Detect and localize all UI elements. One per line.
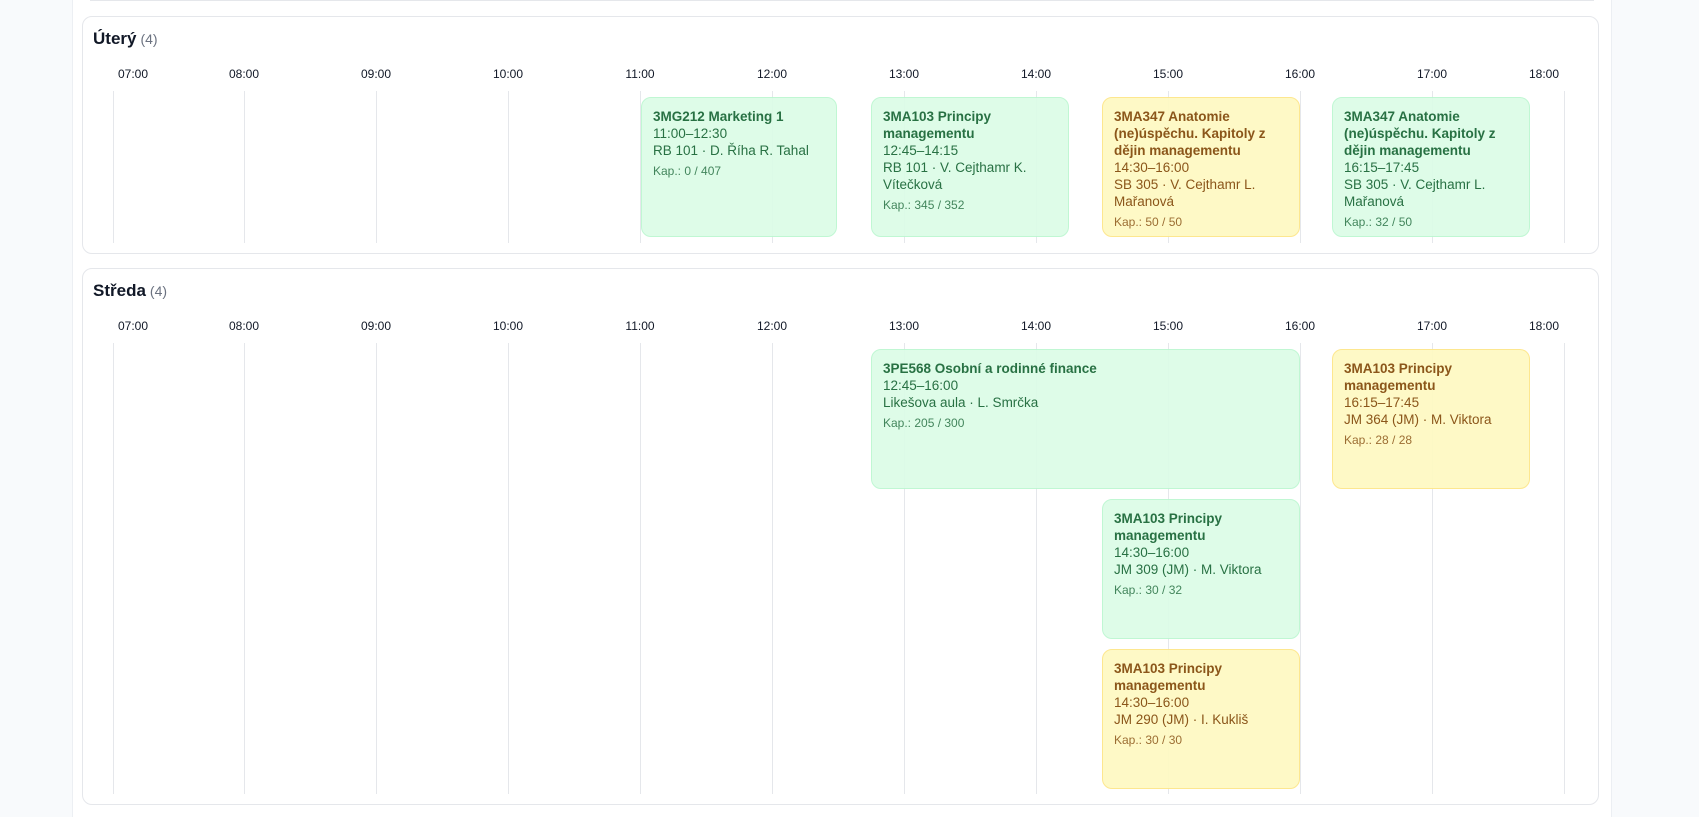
- time-label: 09:00: [360, 67, 392, 81]
- event-capacity: Kap.: 32 / 50: [1344, 215, 1413, 229]
- event-capacity: Kap.: 205 / 300: [883, 416, 965, 430]
- event-time: 12:45–14:15: [883, 143, 959, 158]
- event-location: RB 101 · V. Cejthamr K. Vítečková: [883, 160, 1027, 192]
- event-title: 3MA103 Principy managementu: [1114, 661, 1223, 693]
- event-title: 3MA103 Principy managementu: [883, 109, 992, 141]
- event-card[interactable]: 3MA347 Anatomie (ne)úspěchu. Kapitoly z …: [1332, 97, 1530, 237]
- hour-grid-line: [244, 343, 245, 794]
- event-location: SB 305 · V. Cejthamr L. Mařanová: [1344, 177, 1486, 209]
- hour-grid-line: [904, 343, 905, 794]
- hour-grid-line: [244, 91, 245, 243]
- time-label: 09:00: [360, 319, 392, 333]
- event-title: 3MA347 Anatomie (ne)úspěchu. Kapitoly z …: [1114, 109, 1266, 158]
- event-time: 14:30–16:00: [1114, 545, 1190, 560]
- day-name: Středa: [93, 281, 146, 300]
- day-section-streda: Středa (4) 07:00 08:00 09:00 10:00 11:00 12:00…: [82, 268, 1599, 805]
- day-count: (4): [149, 283, 168, 299]
- event-time: 11:00–12:30: [653, 126, 728, 141]
- event-card[interactable]: 3PE568 Osobní a rodinné finance 12:45–16…: [871, 349, 1300, 489]
- hour-grid-line: [772, 343, 773, 794]
- event-capacity: Kap.: 28 / 28: [1344, 433, 1413, 447]
- event-capacity: Kap.: 0 / 407: [653, 164, 722, 178]
- hour-grid-line: [640, 91, 641, 243]
- time-label: 13:00: [888, 67, 920, 81]
- time-label: 16:00: [1284, 67, 1316, 81]
- event-title: 3MA103 Principy managementu: [1344, 361, 1453, 393]
- event-card[interactable]: 3MA103 Principy managementu 12:45–14:15 …: [871, 97, 1069, 237]
- event-location: SB 305 · V. Cejthamr L. Mařanová: [1114, 177, 1256, 209]
- time-label: 12:00: [756, 67, 788, 81]
- event-capacity: Kap.: 30 / 32: [1114, 583, 1183, 597]
- day-name: Úterý: [93, 29, 137, 48]
- event-card[interactable]: 3MG212 Marketing 1 11:00–12:30 RB 101 · …: [641, 97, 837, 237]
- time-label: 10:00: [492, 319, 524, 333]
- event-location: Likešova aula · L. Smrčka: [883, 395, 1039, 410]
- time-label: 07:00: [117, 319, 149, 333]
- event-capacity: Kap.: 50 / 50: [1114, 215, 1183, 229]
- event-capacity: Kap.: 345 / 352: [883, 198, 965, 212]
- event-location: JM 309 (JM) · M. Viktora: [1114, 562, 1262, 577]
- time-label: 13:00: [888, 319, 920, 333]
- event-time: 12:45–16:00: [883, 378, 959, 393]
- time-label: 15:00: [1152, 67, 1184, 81]
- divider: [90, 0, 1594, 1]
- time-label: 14:00: [1020, 67, 1052, 81]
- time-label: 17:00: [1416, 67, 1448, 81]
- event-title: 3MG212 Marketing 1: [653, 109, 784, 124]
- hour-grid-line: [508, 343, 509, 794]
- hour-grid-line: [1564, 91, 1565, 243]
- event-location: JM 290 (JM) · I. Kukliš: [1114, 712, 1249, 727]
- event-card[interactable]: 3MA103 Principy managementu 14:30–16:00 …: [1102, 499, 1300, 639]
- event-location: JM 364 (JM) · M. Viktora: [1344, 412, 1492, 427]
- day-section-utery: Úterý (4) 07:00 08:00 09:00 10:00 11:00 12:00 1…: [82, 16, 1599, 254]
- hour-grid-line: [376, 91, 377, 243]
- event-time: 16:15–17:45: [1344, 395, 1420, 410]
- event-time: 16:15–17:45: [1344, 160, 1420, 175]
- event-card[interactable]: 3MA347 Anatomie (ne)úspěchu. Kapitoly z …: [1102, 97, 1300, 237]
- event-time: 14:30–16:00: [1114, 160, 1190, 175]
- time-label: 08:00: [228, 319, 260, 333]
- event-card[interactable]: 3MA103 Principy managementu 16:15–17:45 …: [1332, 349, 1530, 489]
- hour-grid-line: [1300, 91, 1301, 243]
- hour-grid-line: [1564, 343, 1565, 794]
- time-label: 14:00: [1020, 319, 1052, 333]
- time-label: 11:00: [625, 67, 655, 81]
- time-label: 18:00: [1528, 67, 1560, 81]
- time-label: 15:00: [1152, 319, 1184, 333]
- hour-grid-line: [1432, 343, 1433, 794]
- day-count: (4): [140, 31, 158, 47]
- hour-grid-line: [508, 91, 509, 243]
- time-label: 08:00: [228, 67, 260, 81]
- hour-grid-line: [1300, 343, 1301, 794]
- event-card[interactable]: 3MA103 Principy managementu 14:30–16:00 …: [1102, 649, 1300, 789]
- day-title: Úterý (4): [93, 29, 158, 49]
- time-label: 10:00: [492, 67, 524, 81]
- hour-grid-line: [640, 343, 641, 794]
- event-capacity: Kap.: 30 / 30: [1114, 733, 1183, 747]
- hour-grid-line: [376, 343, 377, 794]
- hour-grid-line: [113, 91, 114, 243]
- event-title: 3MA347 Anatomie (ne)úspěchu. Kapitoly z …: [1344, 109, 1496, 158]
- time-label: 18:00: [1528, 319, 1560, 333]
- event-time: 14:30–16:00: [1114, 695, 1190, 710]
- time-label: 17:00: [1416, 319, 1448, 333]
- time-label: 16:00: [1284, 319, 1316, 333]
- time-label: 07:00: [117, 67, 149, 81]
- event-location: RB 101 · D. Říha R. Tahal: [653, 143, 809, 158]
- day-title: Středa (4): [93, 281, 167, 301]
- event-title: 3PE568 Osobní a rodinné finance: [883, 361, 1097, 376]
- hour-grid-line: [1036, 343, 1037, 794]
- hour-grid-line: [113, 343, 114, 794]
- event-title: 3MA103 Principy managementu: [1114, 511, 1223, 543]
- time-label: 11:00: [625, 319, 655, 333]
- time-label: 12:00: [756, 319, 788, 333]
